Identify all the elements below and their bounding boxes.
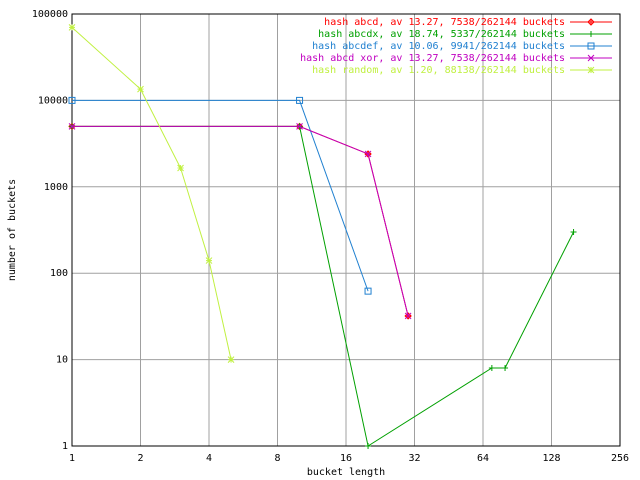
data-point <box>365 443 372 449</box>
x-tick-label: 8 <box>274 453 280 464</box>
data-point <box>177 164 184 172</box>
series-line <box>72 125 409 317</box>
data-point <box>227 356 235 363</box>
legend-label: hash abcd, av 13.27, 7538/262144 buckets <box>324 17 565 28</box>
data-point <box>68 123 76 130</box>
legend-marker <box>587 42 595 50</box>
series-line <box>72 99 369 292</box>
y-axis-label: number of buckets <box>7 179 18 281</box>
data-point <box>570 228 577 235</box>
x-tick-label: 4 <box>206 453 212 464</box>
legend-label: hash abcd xor, av 13.27, 7538/262144 buc… <box>300 53 565 64</box>
x-tick-label: 128 <box>542 453 560 464</box>
legend-marker <box>587 66 595 74</box>
data-point <box>502 364 509 371</box>
legend-label: hash random, av 1.20, 88138/262144 bucke… <box>312 65 565 76</box>
series-line <box>71 27 232 360</box>
data-point <box>68 96 76 104</box>
series-line <box>72 125 574 447</box>
data-point <box>404 312 412 320</box>
series-line <box>72 125 409 317</box>
plot-border <box>71 13 621 447</box>
y-tick-label: 10000 <box>38 95 68 106</box>
data-point <box>364 150 372 158</box>
x-tick-label: 32 <box>408 453 420 464</box>
y-tick-label: 10 <box>56 355 68 366</box>
data-point <box>296 123 303 130</box>
x-tick-label: 64 <box>477 453 489 464</box>
data-point <box>137 85 144 93</box>
legend-label: hash abcdx, av 18.74, 5337/262144 bucket… <box>318 29 565 40</box>
y-tick-label: 1000 <box>44 182 68 193</box>
x-tick-label: 256 <box>611 453 629 464</box>
y-tick-label: 100000 <box>32 9 68 20</box>
data-point <box>205 257 213 264</box>
y-tick-label: 100 <box>50 268 68 279</box>
data-point <box>296 96 304 104</box>
legend-marker <box>587 18 595 26</box>
legend-marker <box>587 54 595 62</box>
data-point <box>488 364 495 371</box>
x-tick-label: 16 <box>340 453 352 464</box>
x-tick-label: 2 <box>137 453 143 464</box>
data-point <box>68 24 76 31</box>
x-axis-label: bucket length <box>307 467 385 478</box>
legend-label: hash abcdef, av 10.06, 9941/262144 bucke… <box>312 41 565 52</box>
data-point <box>364 287 372 295</box>
x-tick-label: 1 <box>69 453 75 464</box>
y-tick-label: 1 <box>62 441 68 452</box>
legend-marker <box>588 31 594 37</box>
